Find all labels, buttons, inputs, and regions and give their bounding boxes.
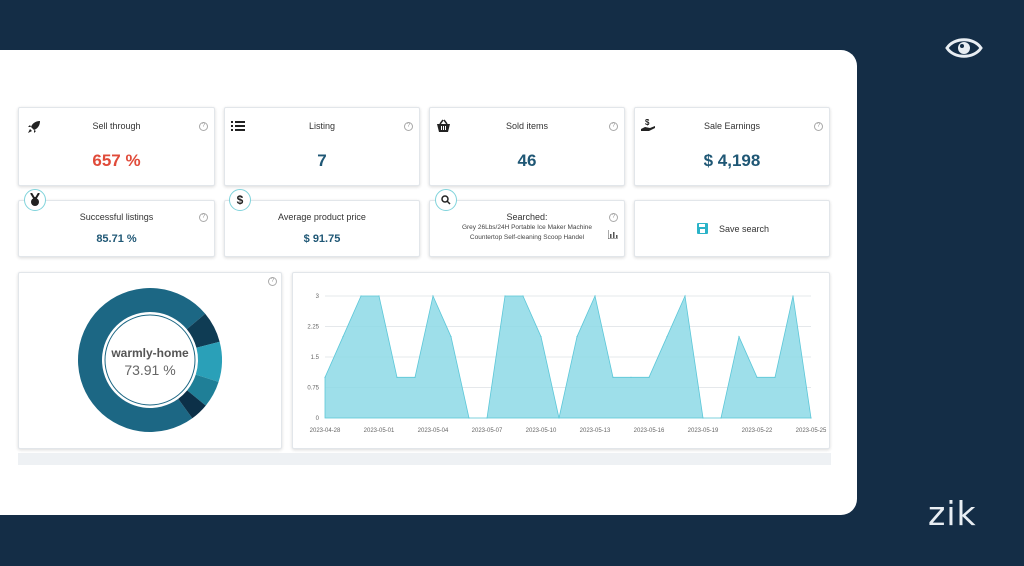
data-point[interactable]	[378, 295, 380, 297]
data-point[interactable]	[558, 417, 560, 419]
card-sell-through: Sell through ? 657 %	[18, 107, 215, 186]
help-icon[interactable]: ?	[268, 277, 277, 286]
successful-listings-value: 85.71 %	[96, 233, 137, 245]
y-tick-label: 2.25	[307, 325, 319, 331]
data-point[interactable]	[630, 376, 632, 378]
x-tick-label: 2023-05-04	[418, 428, 449, 434]
x-tick-label: 2023-04-28	[310, 428, 341, 434]
x-tick-label: 2023-05-16	[634, 428, 665, 434]
help-icon[interactable]: ?	[404, 122, 413, 131]
brand-logo: zik	[928, 494, 977, 533]
sale-earnings-title: Sale Earnings	[703, 121, 761, 131]
svg-text:$: $	[645, 118, 650, 127]
y-tick-label: 0.75	[307, 386, 319, 392]
data-point[interactable]	[468, 417, 470, 419]
card-sales-chart: 3 2.25 1.5 0.75 0 2023-04-28 2023-05-01 2023-05…	[292, 272, 830, 449]
basket-icon	[437, 119, 450, 132]
data-point[interactable]	[720, 417, 722, 419]
data-point[interactable]	[342, 336, 344, 338]
data-point[interactable]	[324, 376, 326, 378]
list-icon	[231, 121, 245, 131]
data-point[interactable]	[612, 376, 614, 378]
successful-listings-title: Successful listings	[79, 212, 154, 222]
donut-store-name: warmly-home	[111, 346, 189, 360]
y-tick-label: 1.5	[311, 355, 320, 361]
donut-percent: 73.91 %	[124, 362, 176, 378]
dollar-icon: $	[229, 189, 251, 211]
card-listing: Listing ? 7	[224, 107, 420, 186]
x-tick-label: 2023-05-07	[472, 428, 503, 434]
search-icon	[435, 189, 457, 211]
x-tick-label: 2023-05-22	[742, 428, 773, 434]
save-search-button[interactable]: Save search	[634, 200, 830, 257]
data-point[interactable]	[432, 295, 434, 297]
sell-through-value: 657 %	[92, 151, 141, 170]
medal-icon	[24, 189, 46, 211]
save-icon	[697, 223, 708, 234]
donut-segment-deep	[178, 390, 206, 419]
data-point[interactable]	[396, 376, 398, 378]
help-icon[interactable]: ?	[609, 213, 618, 222]
donut-segment-dark	[186, 313, 220, 348]
data-point[interactable]	[810, 417, 812, 419]
card-searched: Searched: ? Grey 26Lbs/24H Portable Ice …	[429, 200, 625, 257]
data-point[interactable]	[504, 295, 506, 297]
searched-query-line2: Countertop Self-cleaning Scoop Handel	[469, 234, 585, 241]
save-search-label: Save search	[719, 224, 770, 234]
x-tick-label: 2023-05-10	[526, 428, 557, 434]
eye-icon	[945, 38, 983, 58]
data-point[interactable]	[666, 336, 668, 338]
x-tick-label: 2023-05-25	[796, 428, 827, 434]
average-price-title: Average product price	[278, 212, 366, 222]
listing-value: 7	[317, 151, 327, 170]
card-successful-listings: Successful listings ? 85.71 %	[18, 200, 215, 257]
donut-segment-light	[195, 341, 222, 382]
average-price-value: $ 91.75	[303, 233, 341, 245]
help-icon[interactable]: ?	[609, 122, 618, 131]
hand-dollar-icon: $	[641, 118, 655, 131]
data-point[interactable]	[684, 295, 686, 297]
card-average-price: Average product price $ 91.75	[224, 200, 420, 257]
data-point[interactable]	[756, 376, 758, 378]
help-icon[interactable]: ?	[814, 122, 823, 131]
sale-earnings-value: $ 4,198	[703, 151, 761, 170]
listing-title: Listing	[308, 121, 335, 131]
data-point[interactable]	[522, 295, 524, 297]
data-point[interactable]	[774, 376, 776, 378]
donut-segment-mid	[187, 374, 219, 406]
x-tick-label: 2023-05-01	[364, 428, 395, 434]
sold-items-title: Sold items	[505, 121, 549, 131]
help-icon[interactable]: ?	[199, 213, 208, 222]
data-point[interactable]	[702, 417, 704, 419]
rocket-icon	[28, 121, 40, 133]
card-store-share: ? warmly-home 73.91 %	[18, 272, 282, 449]
sales-area-series	[324, 294, 812, 419]
y-tick-label: 0	[316, 416, 320, 422]
data-point[interactable]	[450, 336, 452, 338]
searched-query-line1: Grey 26Lbs/24H Portable Ice Maker Machin…	[461, 224, 593, 231]
searched-title: Searched:	[506, 212, 548, 222]
bar-chart-icon[interactable]	[608, 230, 618, 239]
donut-segment-main	[78, 288, 206, 432]
help-icon[interactable]: ?	[199, 122, 208, 131]
y-tick-label: 3	[316, 294, 320, 300]
data-point[interactable]	[648, 376, 650, 378]
sold-items-value: 46	[517, 151, 537, 170]
x-tick-label: 2023-05-13	[580, 428, 611, 434]
data-point[interactable]	[540, 336, 542, 338]
sales-area-chart: 3 2.25 1.5 0.75 0 2023-04-28 2023-05-01 2023-05…	[307, 294, 827, 434]
panel-footer-strip	[18, 453, 831, 465]
data-point[interactable]	[792, 295, 794, 297]
x-tick-label: 2023-05-19	[688, 428, 719, 434]
data-point[interactable]	[414, 376, 416, 378]
data-point[interactable]	[738, 336, 740, 338]
card-sold-items: Sold items ? 46	[429, 107, 625, 186]
data-point[interactable]	[594, 295, 596, 297]
data-point[interactable]	[576, 336, 578, 338]
data-point[interactable]	[360, 295, 362, 297]
data-point[interactable]	[486, 417, 488, 419]
sell-through-title: Sell through	[92, 121, 141, 131]
donut-chart	[78, 288, 222, 432]
card-sale-earnings: $ Sale Earnings ? $ 4,198	[634, 107, 830, 186]
